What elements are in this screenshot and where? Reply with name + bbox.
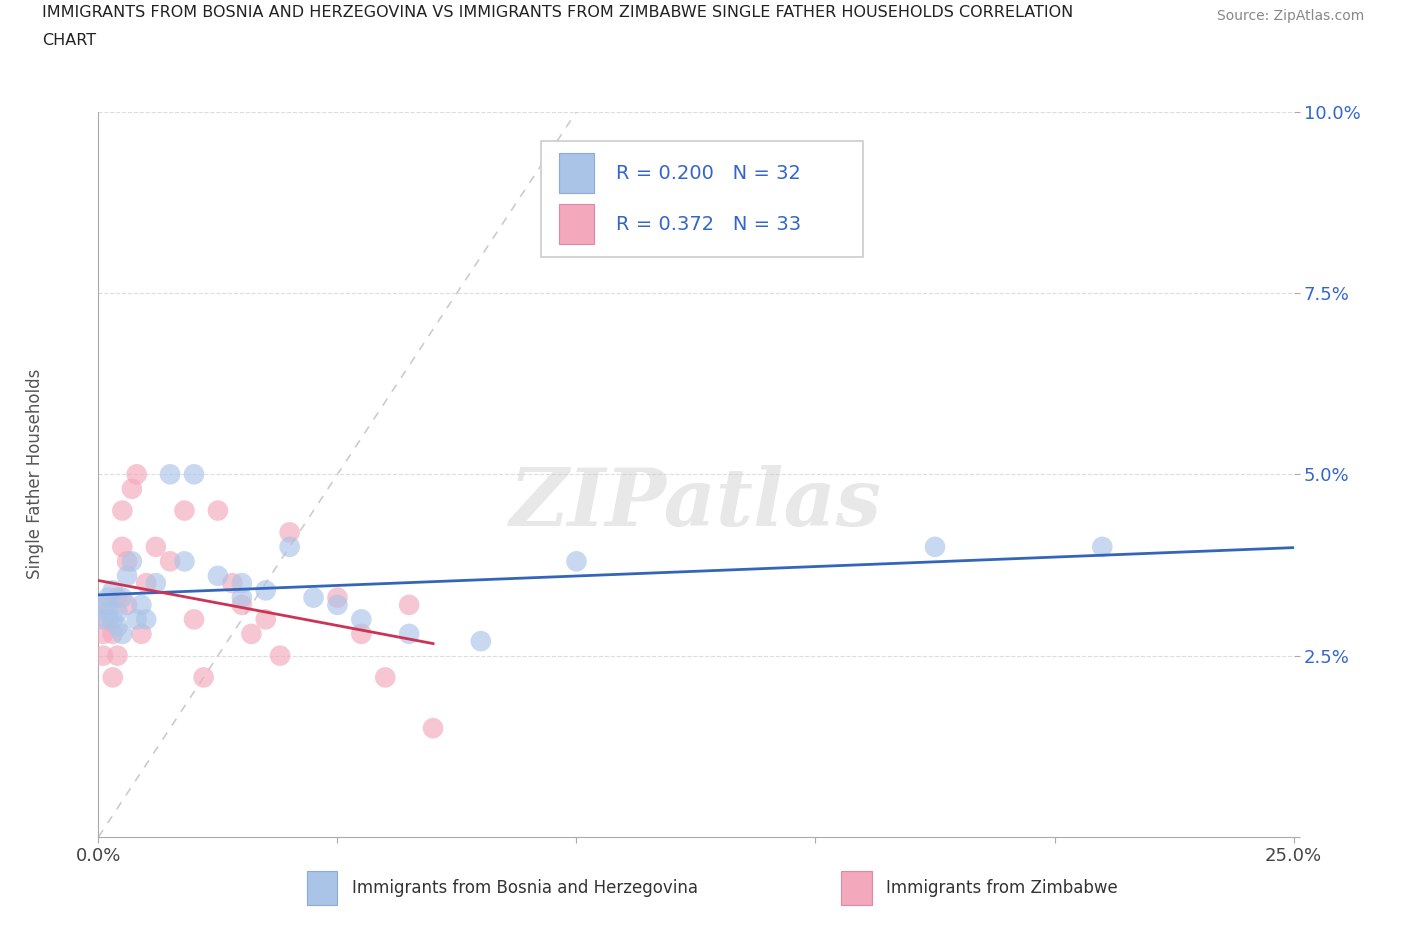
Point	[101, 583, 124, 598]
Point	[422, 721, 444, 736]
Point	[173, 503, 195, 518]
Text: R = 0.372   N = 33: R = 0.372 N = 33	[616, 215, 801, 233]
Point	[121, 482, 143, 497]
Point	[1091, 539, 1114, 554]
Point	[159, 554, 181, 569]
Point	[193, 670, 215, 684]
Point	[91, 627, 114, 642]
Point	[207, 568, 229, 583]
Point	[91, 648, 114, 663]
Text: R = 0.200   N = 32: R = 0.200 N = 32	[616, 164, 801, 183]
Text: CHART: CHART	[42, 33, 96, 47]
Point	[101, 612, 124, 627]
Point	[173, 554, 195, 569]
Point	[398, 627, 420, 642]
Point	[924, 539, 946, 554]
Point	[221, 576, 243, 591]
Point	[565, 554, 588, 569]
Point	[254, 583, 277, 598]
Point	[131, 597, 153, 612]
Point	[183, 467, 205, 482]
Point	[107, 648, 129, 663]
Point	[131, 627, 153, 642]
Point	[111, 591, 134, 605]
Point	[107, 619, 129, 634]
Point	[101, 627, 124, 642]
Point	[125, 467, 148, 482]
Point	[183, 612, 205, 627]
Text: Single Father Households: Single Father Households	[27, 369, 44, 579]
Point	[97, 591, 120, 605]
Point	[91, 597, 114, 612]
Point	[278, 539, 301, 554]
Point	[135, 576, 157, 591]
FancyBboxPatch shape	[540, 140, 863, 257]
Point	[254, 612, 277, 627]
FancyBboxPatch shape	[558, 153, 595, 193]
Point	[145, 539, 167, 554]
Point	[125, 612, 148, 627]
Point	[302, 591, 325, 605]
Point	[470, 633, 492, 648]
Point	[231, 576, 253, 591]
FancyBboxPatch shape	[558, 204, 595, 244]
Point	[115, 568, 138, 583]
Point	[326, 597, 349, 612]
Point	[115, 597, 138, 612]
Text: Immigrants from Bosnia and Herzegovina: Immigrants from Bosnia and Herzegovina	[352, 879, 697, 897]
Point	[135, 612, 157, 627]
Point	[97, 597, 120, 612]
Point	[97, 612, 120, 627]
Point	[107, 604, 129, 619]
Point	[97, 604, 120, 619]
Point	[350, 612, 373, 627]
Point	[121, 554, 143, 569]
Text: Source: ZipAtlas.com: Source: ZipAtlas.com	[1216, 9, 1364, 23]
Text: IMMIGRANTS FROM BOSNIA AND HERZEGOVINA VS IMMIGRANTS FROM ZIMBABWE SINGLE FATHER: IMMIGRANTS FROM BOSNIA AND HERZEGOVINA V…	[42, 5, 1073, 20]
Point	[269, 648, 291, 663]
Point	[207, 503, 229, 518]
Point	[240, 627, 263, 642]
Point	[111, 627, 134, 642]
Point	[398, 597, 420, 612]
Point	[111, 503, 134, 518]
Point	[231, 597, 253, 612]
Point	[111, 539, 134, 554]
Text: Immigrants from Zimbabwe: Immigrants from Zimbabwe	[886, 879, 1118, 897]
Text: ZIPatlas: ZIPatlas	[510, 465, 882, 542]
Point	[115, 554, 138, 569]
Point	[231, 591, 253, 605]
Point	[374, 670, 396, 684]
Point	[107, 591, 129, 605]
Point	[326, 591, 349, 605]
Point	[91, 612, 114, 627]
Point	[145, 576, 167, 591]
Point	[278, 525, 301, 539]
Point	[350, 627, 373, 642]
Point	[159, 467, 181, 482]
Point	[101, 670, 124, 684]
